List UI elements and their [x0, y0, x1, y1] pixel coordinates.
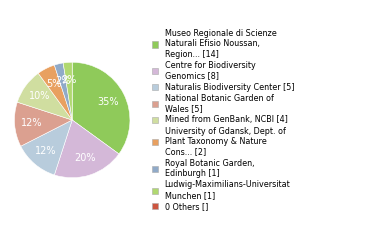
Text: 12%: 12%: [35, 146, 57, 156]
Text: 2%: 2%: [55, 76, 70, 86]
Text: 12%: 12%: [21, 118, 43, 128]
Wedge shape: [72, 62, 130, 154]
Text: 10%: 10%: [29, 91, 50, 101]
Wedge shape: [63, 62, 72, 120]
Wedge shape: [21, 120, 72, 175]
Legend: Museo Regionale di Scienze
Naturali Efisio Noussan,
Region... [14], Centre for B: Museo Regionale di Scienze Naturali Efis…: [152, 29, 294, 211]
Text: 5%: 5%: [46, 79, 62, 89]
Wedge shape: [17, 73, 72, 120]
Wedge shape: [14, 102, 72, 146]
Text: 2%: 2%: [61, 75, 77, 85]
Wedge shape: [54, 120, 119, 178]
Text: 20%: 20%: [74, 153, 95, 163]
Wedge shape: [54, 63, 72, 120]
Wedge shape: [38, 65, 72, 120]
Text: 35%: 35%: [98, 97, 119, 107]
